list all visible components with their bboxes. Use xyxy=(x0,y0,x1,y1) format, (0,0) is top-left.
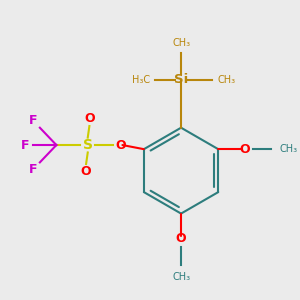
Text: CH₃: CH₃ xyxy=(218,75,236,85)
Text: O: O xyxy=(239,143,250,156)
Text: H₃C: H₃C xyxy=(132,75,150,85)
Text: F: F xyxy=(29,163,38,176)
Text: CH₃: CH₃ xyxy=(172,272,190,282)
Text: O: O xyxy=(176,232,186,245)
Text: O: O xyxy=(84,112,95,125)
Text: S: S xyxy=(83,138,93,152)
Text: F: F xyxy=(29,114,38,127)
Text: O: O xyxy=(81,165,92,178)
Text: Si: Si xyxy=(174,73,188,86)
Text: F: F xyxy=(21,139,29,152)
Text: CH₃: CH₃ xyxy=(279,144,298,154)
Text: O: O xyxy=(116,139,126,152)
Text: CH₃: CH₃ xyxy=(172,38,190,48)
